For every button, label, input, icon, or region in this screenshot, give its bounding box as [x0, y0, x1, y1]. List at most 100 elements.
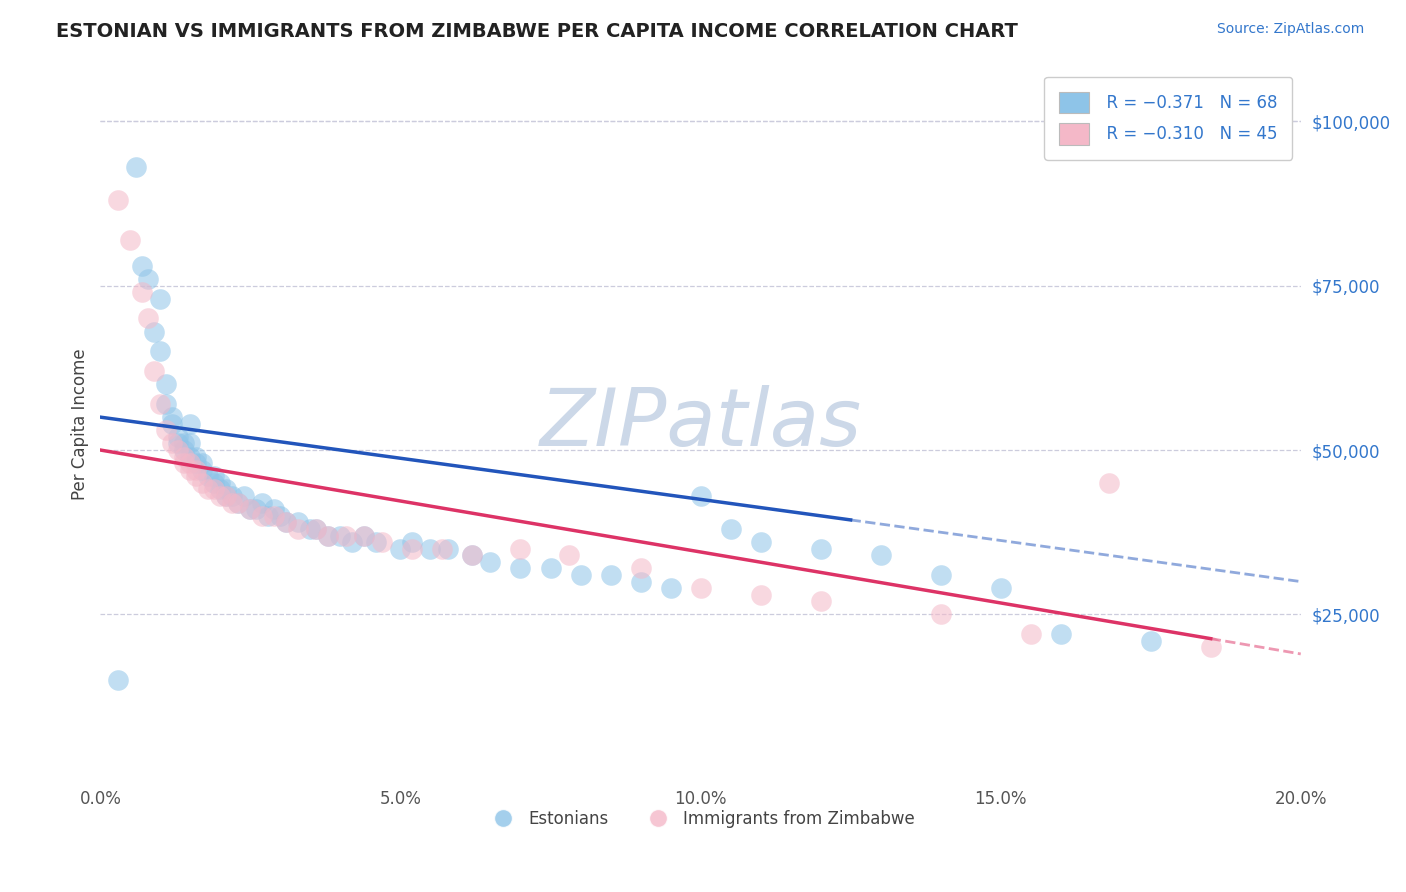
Point: [173, 443, 195, 458]
Point: [155, 377, 177, 392]
Point: [179, 456, 201, 470]
Point: [557, 549, 579, 563]
Point: [149, 397, 172, 411]
Text: ZIPatlas: ZIPatlas: [540, 384, 862, 463]
Point: [659, 581, 682, 595]
Point: [630, 561, 652, 575]
Point: [209, 475, 232, 490]
Point: [186, 450, 208, 464]
Point: [149, 344, 172, 359]
Point: [162, 436, 184, 450]
Point: [245, 502, 267, 516]
Point: [299, 522, 322, 536]
Point: [107, 193, 129, 207]
Point: [173, 436, 195, 450]
Point: [202, 475, 225, 490]
Point: [179, 463, 201, 477]
Point: [186, 463, 208, 477]
Point: [191, 456, 214, 470]
Point: [179, 450, 201, 464]
Point: [371, 535, 394, 549]
Point: [143, 364, 166, 378]
Point: [749, 535, 772, 549]
Point: [120, 233, 142, 247]
Point: [437, 541, 460, 556]
Point: [353, 528, 375, 542]
Point: [252, 496, 274, 510]
Point: [335, 528, 357, 542]
Text: Source: ZipAtlas.com: Source: ZipAtlas.com: [1216, 22, 1364, 37]
Point: [179, 436, 201, 450]
Point: [233, 489, 256, 503]
Point: [353, 528, 375, 542]
Point: [239, 502, 262, 516]
Point: [167, 443, 190, 458]
Point: [1139, 633, 1161, 648]
Point: [269, 508, 291, 523]
Point: [401, 535, 423, 549]
Point: [318, 528, 340, 542]
Point: [276, 516, 298, 530]
Point: [366, 535, 388, 549]
Point: [419, 541, 441, 556]
Point: [479, 555, 502, 569]
Point: [197, 469, 219, 483]
Point: [131, 259, 153, 273]
Text: ESTONIAN VS IMMIGRANTS FROM ZIMBABWE PER CAPITA INCOME CORRELATION CHART: ESTONIAN VS IMMIGRANTS FROM ZIMBABWE PER…: [56, 22, 1018, 41]
Point: [125, 160, 148, 174]
Point: [1098, 475, 1121, 490]
Point: [186, 469, 208, 483]
Point: [630, 574, 652, 589]
Point: [287, 516, 309, 530]
Point: [202, 483, 225, 497]
Point: [228, 496, 250, 510]
Point: [720, 522, 742, 536]
Point: [257, 508, 280, 523]
Point: [155, 423, 177, 437]
Legend: Estonians, Immigrants from Zimbabwe: Estonians, Immigrants from Zimbabwe: [479, 803, 921, 835]
Point: [221, 489, 243, 503]
Point: [540, 561, 562, 575]
Point: [342, 535, 364, 549]
Point: [215, 489, 238, 503]
Point: [810, 594, 832, 608]
Point: [209, 483, 232, 497]
Point: [138, 311, 160, 326]
Point: [869, 549, 891, 563]
Point: [432, 541, 454, 556]
Point: [318, 528, 340, 542]
Point: [162, 417, 184, 431]
Point: [389, 541, 412, 556]
Point: [929, 568, 952, 582]
Point: [167, 436, 190, 450]
Point: [173, 456, 195, 470]
Point: [167, 430, 190, 444]
Point: [149, 292, 172, 306]
Point: [143, 325, 166, 339]
Point: [276, 516, 298, 530]
Point: [191, 475, 214, 490]
Point: [228, 496, 250, 510]
Point: [155, 397, 177, 411]
Point: [197, 483, 219, 497]
Point: [162, 410, 184, 425]
Point: [107, 673, 129, 688]
Point: [329, 528, 352, 542]
Point: [239, 502, 262, 516]
Point: [569, 568, 592, 582]
Point: [305, 522, 328, 536]
Point: [179, 417, 201, 431]
Point: [131, 285, 153, 300]
Point: [305, 522, 328, 536]
Point: [401, 541, 423, 556]
Point: [509, 541, 531, 556]
Point: [191, 463, 214, 477]
Point: [1019, 627, 1042, 641]
Point: [1199, 640, 1222, 655]
Point: [138, 272, 160, 286]
Point: [252, 508, 274, 523]
Point: [749, 588, 772, 602]
Point: [186, 456, 208, 470]
Y-axis label: Per Capita Income: Per Capita Income: [72, 348, 89, 500]
Point: [263, 502, 285, 516]
